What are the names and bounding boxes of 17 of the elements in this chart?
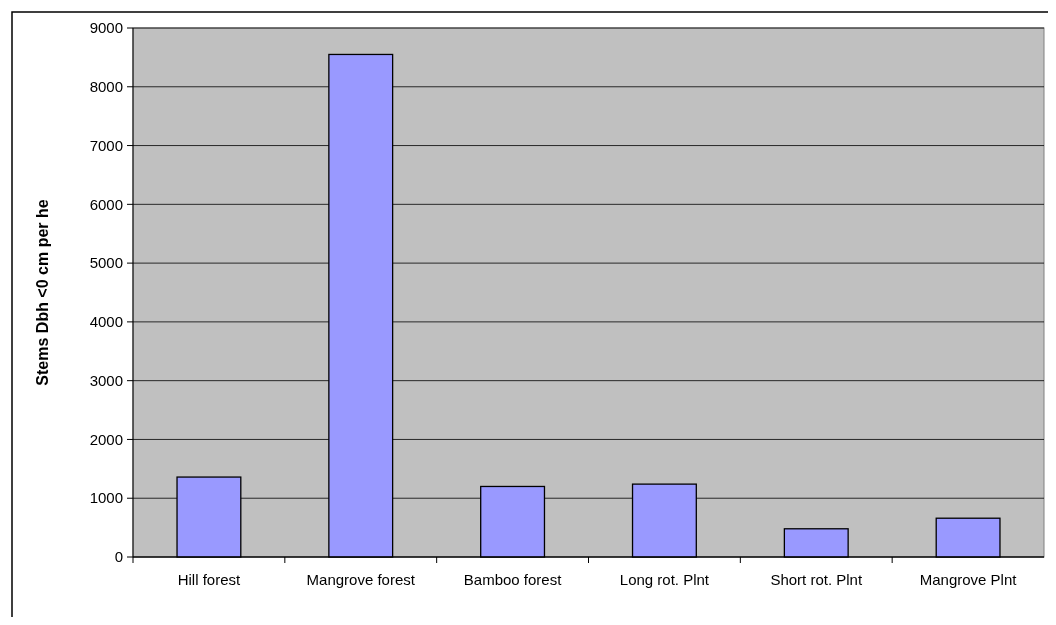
y-tick-label: 6000 (89, 195, 123, 213)
y-tick-label: 9000 (89, 19, 123, 37)
x-tick-label: Long rot. Plnt (619, 571, 710, 588)
x-tick-label: Hill forest (177, 571, 241, 588)
y-axis-title: Stems Dbh <0 cm per he (34, 199, 51, 386)
y-tick-label: 8000 (89, 78, 123, 96)
y-tick-label: 7000 (89, 136, 123, 154)
x-tick-label: Short rot. Plnt (770, 571, 863, 588)
x-tick-label: Bamboo forest (463, 571, 563, 588)
y-tick-label: 2000 (89, 430, 123, 448)
y-tick-label: 1000 (89, 489, 123, 507)
y-tick-label: 0 (114, 548, 123, 566)
y-tick-label: 5000 (89, 254, 123, 272)
y-tick-label: 4000 (89, 313, 123, 331)
x-tick-label: Mangrove Plnt (919, 571, 1018, 588)
y-tick-label: 3000 (89, 371, 123, 389)
x-tick-label: Mangrove forest (306, 571, 416, 588)
